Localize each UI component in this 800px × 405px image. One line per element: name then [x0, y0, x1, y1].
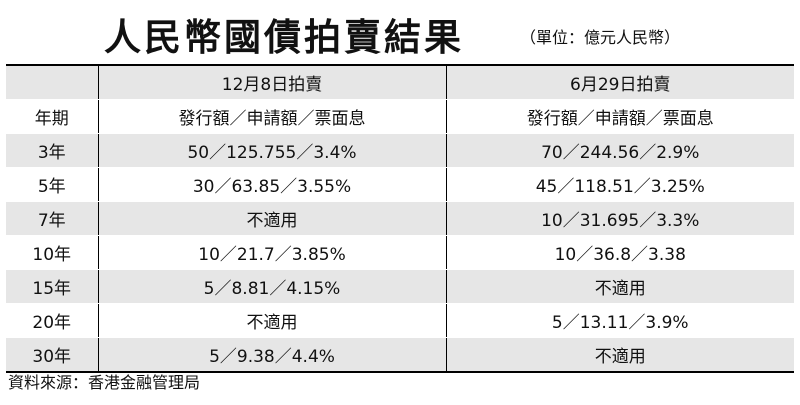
page-title: 人民幣國債拍賣結果: [104, 16, 464, 59]
row-label: 年期: [6, 99, 99, 134]
row-label: 30年: [6, 337, 99, 373]
table-row: 30年 5／9.38／4.4% 不適用: [6, 337, 794, 373]
row-label: 3年: [6, 133, 99, 168]
auction-results-table: 12月8日拍賣 6月29日拍賣 年期 發行額／申請額／票面息 發行額／申請額／票…: [6, 64, 794, 373]
cell-dec8: 5／9.38／4.4%: [98, 337, 447, 373]
table-row: 3年 50／125.755／3.4% 70／244.56／2.9%: [6, 133, 794, 168]
table-row: 年期 發行額／申請額／票面息 發行額／申請額／票面息: [6, 99, 794, 134]
table-header-row: 12月8日拍賣 6月29日拍賣: [6, 65, 794, 100]
row-label: 10年: [6, 235, 99, 270]
header-cell-jun29: 6月29日拍賣: [446, 65, 794, 100]
row-label: 15年: [6, 269, 99, 304]
cell-dec8: 10／21.7／3.85%: [98, 235, 447, 270]
cell-jun29: 不適用: [446, 269, 794, 304]
unit-note: （單位：億元人民幣）: [520, 28, 681, 47]
header-cell-tenor: [6, 65, 99, 100]
cell-jun29: 發行額／申請額／票面息: [446, 99, 794, 134]
cell-jun29: 10／36.8／3.38: [446, 235, 794, 270]
table-row: 7年 不適用 10／31.695／3.3%: [6, 201, 794, 236]
cell-jun29: 5／13.11／3.9%: [446, 303, 794, 338]
table-row: 5年 30／63.85／3.55% 45／118.51／3.25%: [6, 167, 794, 202]
cell-jun29: 45／118.51／3.25%: [446, 167, 794, 202]
row-label: 7年: [6, 201, 99, 236]
row-label: 20年: [6, 303, 99, 338]
table-row: 15年 5／8.81／4.15% 不適用: [6, 269, 794, 304]
cell-dec8: 不適用: [98, 201, 447, 236]
cell-jun29: 70／244.56／2.9%: [446, 133, 794, 168]
cell-dec8: 發行額／申請額／票面息: [98, 99, 447, 134]
cell-jun29: 不適用: [446, 337, 794, 373]
source-note: 資料來源：香港金融管理局: [8, 373, 201, 392]
table-row: 20年 不適用 5／13.11／3.9%: [6, 303, 794, 338]
row-label: 5年: [6, 167, 99, 202]
table-row: 10年 10／21.7／3.85% 10／36.8／3.38: [6, 235, 794, 270]
cell-jun29: 10／31.695／3.3%: [446, 201, 794, 236]
cell-dec8: 5／8.81／4.15%: [98, 269, 447, 304]
cell-dec8: 不適用: [98, 303, 447, 338]
cell-dec8: 30／63.85／3.55%: [98, 167, 447, 202]
cell-dec8: 50／125.755／3.4%: [98, 133, 447, 168]
header-cell-dec8: 12月8日拍賣: [98, 65, 447, 100]
